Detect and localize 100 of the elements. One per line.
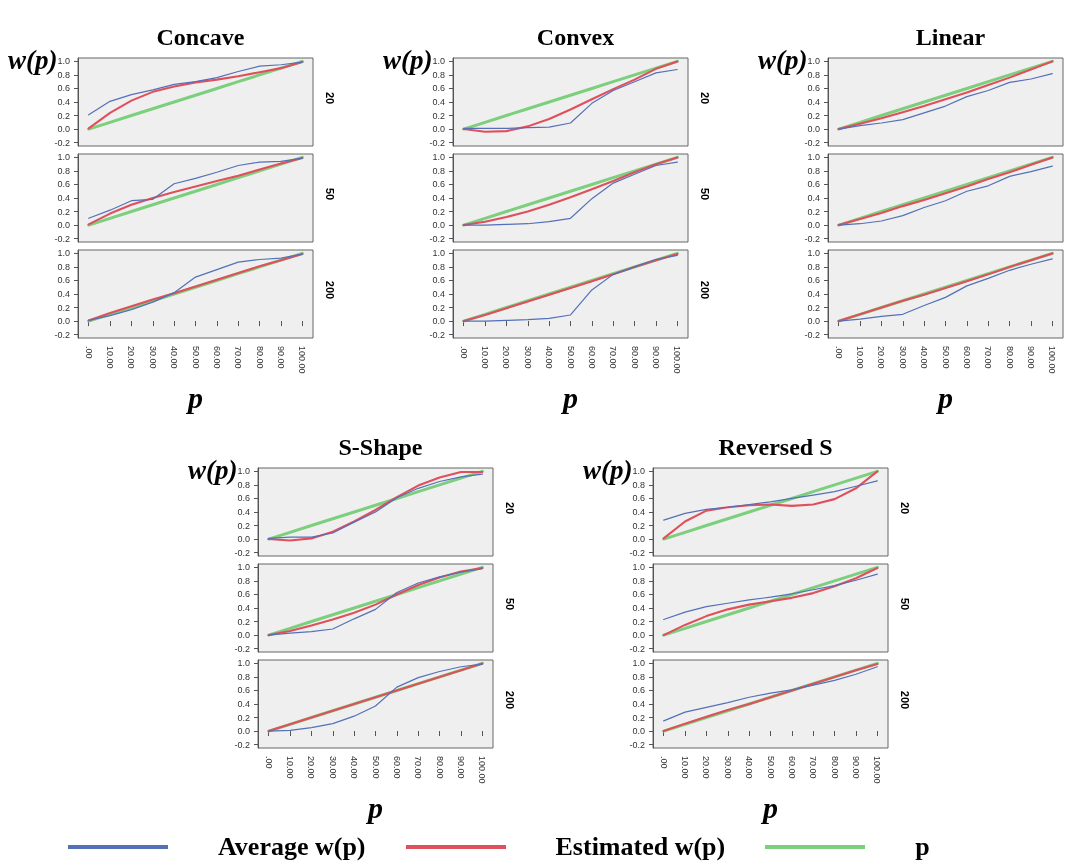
x-tick-label: 80.00 xyxy=(434,756,445,779)
x-tick-label: 60.00 xyxy=(786,756,797,779)
x-tick-label: 60.00 xyxy=(961,346,972,369)
y-tick-label: 0.6 xyxy=(807,275,820,286)
legend-label: Average w(p) xyxy=(218,832,366,862)
y-tick-label: 0.8 xyxy=(807,261,820,272)
x-tick-label: 20.00 xyxy=(501,346,512,369)
x-tick-label: 60.00 xyxy=(391,756,402,779)
x-tick-label: 30.00 xyxy=(722,756,733,779)
y-tick-label: 0.2 xyxy=(237,616,250,627)
y-tick-label: 0.2 xyxy=(57,302,70,313)
x-tick-label: 30.00 xyxy=(147,346,158,369)
x-axis-title: p xyxy=(185,380,203,414)
x-tick-label: 10.00 xyxy=(855,346,866,369)
y-tick-label: -0.2 xyxy=(804,137,820,148)
y-tick-label: 0.8 xyxy=(807,165,820,176)
y-tick-label: 0.0 xyxy=(432,220,445,231)
y-tick-label: 0.0 xyxy=(237,534,250,545)
y-tick-label: 0.0 xyxy=(237,726,250,737)
chart-title: Reversed S xyxy=(718,434,833,460)
x-tick-label: 40.00 xyxy=(544,346,555,369)
y-axis-title: w(p) xyxy=(383,44,433,75)
y-tick-label: -0.2 xyxy=(629,643,645,654)
legend-label: p xyxy=(915,832,930,862)
x-tick-label: 70.00 xyxy=(983,346,994,369)
y-tick-label: 1.0 xyxy=(632,562,645,573)
x-tick-label: 70.00 xyxy=(233,346,244,369)
x-tick-label: 60.00 xyxy=(586,346,597,369)
y-tick-label: 0.0 xyxy=(57,124,70,135)
y-tick-label: 0.4 xyxy=(632,699,645,709)
legend-label: Estimated w(p) xyxy=(555,832,726,862)
y-tick-label: -0.2 xyxy=(234,643,250,654)
y-tick-label: 0.6 xyxy=(807,179,820,190)
y-tick-label: 1.0 xyxy=(432,248,445,259)
y-tick-label: 0.6 xyxy=(632,589,645,600)
y-tick-label: 0.4 xyxy=(237,603,250,613)
y-tick-label: -0.2 xyxy=(54,329,70,340)
y-axis-title: w(p) xyxy=(583,454,633,485)
y-tick-label: 0.6 xyxy=(237,493,250,504)
x-tick-label: 40.00 xyxy=(349,756,360,779)
y-tick-label: 0.4 xyxy=(57,193,70,203)
y-tick-label: 0.0 xyxy=(632,726,645,737)
y-tick-label: 0.6 xyxy=(432,179,445,190)
x-tick-label: 10.00 xyxy=(680,756,691,779)
y2-axis-title: 50 xyxy=(504,597,516,611)
y2-axis-title: 50 xyxy=(899,597,911,611)
y-tick-label: 0.6 xyxy=(807,83,820,94)
y-tick-label: 0.6 xyxy=(237,589,250,600)
y2-axis-title: 20 xyxy=(324,91,336,105)
x-tick-label: 20.00 xyxy=(306,756,317,779)
y-tick-label: 0.0 xyxy=(237,630,250,641)
y-tick-label: 0.8 xyxy=(432,165,445,176)
y-tick-label: 0.6 xyxy=(57,83,70,94)
y-tick-label: 1.0 xyxy=(632,658,645,669)
x-tick-label: 100.00 xyxy=(477,756,488,784)
x-tick-label: 80.00 xyxy=(629,346,640,369)
x-tick-label: 80.00 xyxy=(829,756,840,779)
y2-axis-title: 200 xyxy=(324,280,336,300)
x-tick-label: 20.00 xyxy=(701,756,712,779)
x-tick-label: 40.00 xyxy=(744,756,755,779)
x-tick-label: 80.00 xyxy=(254,346,265,369)
y-tick-label: 0.8 xyxy=(237,671,250,682)
y-tick-label: 0.4 xyxy=(432,193,445,203)
y-axis-title: w(p) xyxy=(8,44,58,75)
y-tick-label: -0.2 xyxy=(234,739,250,750)
y-tick-label: -0.2 xyxy=(54,233,70,244)
x-tick-label: .00 xyxy=(833,346,844,359)
y2-axis-title: 20 xyxy=(699,91,711,105)
y-tick-label: 0.8 xyxy=(237,575,250,586)
y2-axis-title: 200 xyxy=(504,690,516,710)
y-tick-label: 0.8 xyxy=(57,165,70,176)
y-tick-label: -0.2 xyxy=(234,547,250,558)
y-tick-label: 0.8 xyxy=(432,261,445,272)
y-tick-label: -0.2 xyxy=(804,233,820,244)
y-tick-label: 1.0 xyxy=(57,248,70,259)
y-tick-label: 0.6 xyxy=(432,83,445,94)
x-tick-label: 50.00 xyxy=(765,756,776,779)
y-tick-label: 1.0 xyxy=(807,152,820,163)
y-tick-label: 0.2 xyxy=(432,302,445,313)
y-tick-label: 0.2 xyxy=(237,520,250,531)
y-tick-label: 0.0 xyxy=(432,316,445,327)
x-tick-label: 30.00 xyxy=(327,756,338,779)
y-tick-label: -0.2 xyxy=(429,137,445,148)
x-tick-label: 10.00 xyxy=(285,756,296,779)
x-tick-label: 70.00 xyxy=(808,756,819,779)
y-tick-label: 0.0 xyxy=(807,316,820,327)
y2-axis-title: 20 xyxy=(504,501,516,515)
y-tick-label: 1.0 xyxy=(57,56,70,67)
x-tick-label: 50.00 xyxy=(565,346,576,369)
y-tick-label: 0.6 xyxy=(632,685,645,696)
y-tick-label: 0.4 xyxy=(57,289,70,299)
y-tick-label: -0.2 xyxy=(629,739,645,750)
y-tick-label: 0.0 xyxy=(632,534,645,545)
y-tick-label: 1.0 xyxy=(237,466,250,477)
x-tick-label: 90.00 xyxy=(850,756,861,779)
y-tick-label: 1.0 xyxy=(432,56,445,67)
x-tick-label: 90.00 xyxy=(275,346,286,369)
x-axis-title: p xyxy=(365,790,383,824)
x-axis-title: p xyxy=(760,790,778,824)
y-tick-label: 0.8 xyxy=(57,69,70,80)
